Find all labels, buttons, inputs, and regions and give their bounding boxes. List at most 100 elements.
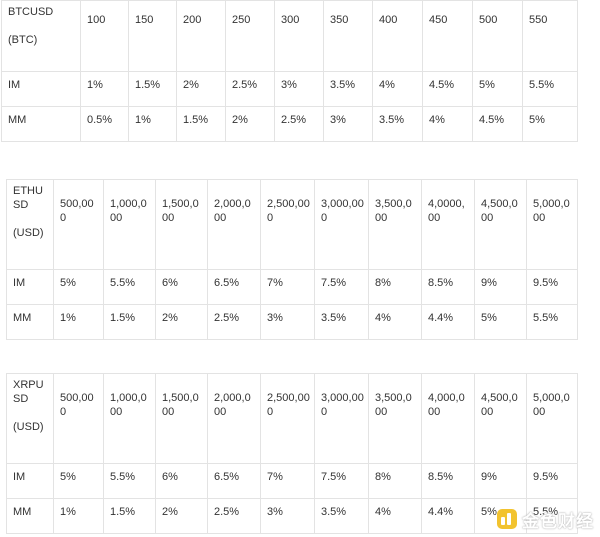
table-cell: 6% (155, 269, 208, 305)
table-cell: 9% (474, 463, 527, 499)
table-cell: 0.5% (80, 106, 129, 142)
column-header: 2,500,000 (260, 373, 315, 464)
unit-label: (BTC) (8, 34, 38, 46)
table-cell: 1.5% (176, 106, 226, 142)
column-header: 1,500,000 (155, 179, 208, 270)
column-header: 1,000,000 (103, 373, 156, 464)
column-header: 400 (372, 0, 423, 72)
table-cell: 1% (53, 304, 104, 340)
table-cell: 4.4% (421, 498, 475, 534)
table-cell: 5.5% (526, 304, 578, 340)
table-cell: 7.5% (314, 269, 369, 305)
table-cell: 5% (53, 463, 104, 499)
column-header: 500,000 (53, 179, 104, 270)
column-header: 450 (422, 0, 473, 72)
column-header: 2,500,000 (260, 179, 315, 270)
unit-label: (USD) (13, 421, 44, 433)
table-cell: 8.5% (421, 463, 475, 499)
table-cell: 5.5% (522, 71, 578, 107)
column-header: 350 (323, 0, 373, 72)
table-cell: 7% (260, 463, 315, 499)
column-header: 4,0000,00 (421, 179, 475, 270)
table-cell: 1.5% (103, 498, 156, 534)
table-header-row: XRPUSD (USD) 500,000 1,000,000 1,500,000… (6, 373, 578, 464)
column-header: 2,000,000 (207, 373, 261, 464)
table-cell: 5% (474, 304, 527, 340)
table-cell: 3% (274, 71, 324, 107)
column-header: 2,000,000 (207, 179, 261, 270)
column-header: 300 (274, 0, 324, 72)
table-cell: 4% (368, 304, 422, 340)
column-header: 5,000,000 (526, 373, 578, 464)
table-cell: 3.5% (323, 71, 373, 107)
symbol-label: BTCUSD (8, 6, 54, 18)
btcusd-margin-table: BTCUSD (BTC) 100 150 200 250 300 350 400… (1, 0, 578, 142)
table-cell: 5.5% (526, 498, 578, 534)
table-cell: 2% (155, 304, 208, 340)
table-cell: 2% (225, 106, 275, 142)
row-label: IM (6, 463, 54, 499)
xrpusd-margin-table: XRPUSD (USD) 500,000 1,000,000 1,500,000… (6, 373, 578, 534)
symbol-label: ETHUSD (13, 185, 43, 211)
symbol-header-cell: ETHUSD (USD) (6, 179, 54, 270)
column-header: 500 (472, 0, 523, 72)
table-cell: 5% (472, 71, 523, 107)
table-cell: 3% (323, 106, 373, 142)
symbol-header-cell: XRPUSD (USD) (6, 373, 54, 464)
table-cell: 6% (155, 463, 208, 499)
table-cell: 7.5% (314, 463, 369, 499)
table-cell: 4% (368, 498, 422, 534)
table-cell: 9.5% (526, 463, 578, 499)
table-cell: 1.5% (128, 71, 177, 107)
table-cell: 8.5% (421, 269, 475, 305)
column-header: 550 (522, 0, 578, 72)
column-header: 200 (176, 0, 226, 72)
symbol-header-cell: BTCUSD (BTC) (1, 0, 81, 72)
column-header: 100 (80, 0, 129, 72)
column-header: 3,000,000 (314, 179, 369, 270)
table-cell: 3% (260, 304, 315, 340)
jinse-watermark: 金色财经 (496, 505, 594, 533)
column-header: 3,500,000 (368, 373, 422, 464)
column-header: 250 (225, 0, 275, 72)
column-header: 500,000 (53, 373, 104, 464)
table-cell: 3% (260, 498, 315, 534)
table-cell: 4.5% (422, 71, 473, 107)
table-row-im: IM 5% 5.5% 6% 6.5% 7% 7.5% 8% 8.5% 9% 9.… (6, 463, 578, 499)
symbol-label: XRPUSD (13, 379, 44, 405)
row-label: MM (1, 106, 81, 142)
table-cell: 2.5% (274, 106, 324, 142)
table-row-mm: MM 1% 1.5% 2% 2.5% 3% 3.5% 4% 4.4% 5% 5.… (6, 498, 578, 534)
table-cell: 4.5% (472, 106, 523, 142)
table-cell: 6.5% (207, 463, 261, 499)
column-header: 4,500,000 (474, 179, 527, 270)
ethusd-margin-table: ETHUSD (USD) 500,000 1,000,000 1,500,000… (6, 179, 578, 340)
table-cell: 2% (155, 498, 208, 534)
table-cell: 3.5% (314, 498, 369, 534)
table-cell: 9.5% (526, 269, 578, 305)
column-header: 1,000,000 (103, 179, 156, 270)
table-cell: 1% (80, 71, 129, 107)
row-label: MM (6, 498, 54, 534)
jinse-logo-icon (497, 509, 517, 529)
table-cell: 4.4% (421, 304, 475, 340)
table-cell: 6.5% (207, 269, 261, 305)
column-header: 1,500,000 (155, 373, 208, 464)
column-header: 3,500,000 (368, 179, 422, 270)
table-cell: 5.5% (103, 463, 156, 499)
table-cell: 3.5% (314, 304, 369, 340)
table-row-mm: MM 0.5% 1% 1.5% 2% 2.5% 3% 3.5% 4% 4.5% … (1, 106, 578, 142)
row-label: IM (6, 269, 54, 305)
table-cell: 4% (422, 106, 473, 142)
table-cell: 3.5% (372, 106, 423, 142)
row-label: IM (1, 71, 81, 107)
column-header: 5,000,000 (526, 179, 578, 270)
table-row-im: IM 1% 1.5% 2% 2.5% 3% 3.5% 4% 4.5% 5% 5.… (1, 71, 578, 107)
table-row-im: IM 5% 5.5% 6% 6.5% 7% 7.5% 8% 8.5% 9% 9.… (6, 269, 578, 305)
table-cell: 7% (260, 269, 315, 305)
table-row-mm: MM 1% 1.5% 2% 2.5% 3% 3.5% 4% 4.4% 5% 5.… (6, 304, 578, 340)
table-cell: 2.5% (225, 71, 275, 107)
table-cell: 9% (474, 269, 527, 305)
table-header-row: BTCUSD (BTC) 100 150 200 250 300 350 400… (1, 0, 578, 72)
table-cell: 2.5% (207, 304, 261, 340)
